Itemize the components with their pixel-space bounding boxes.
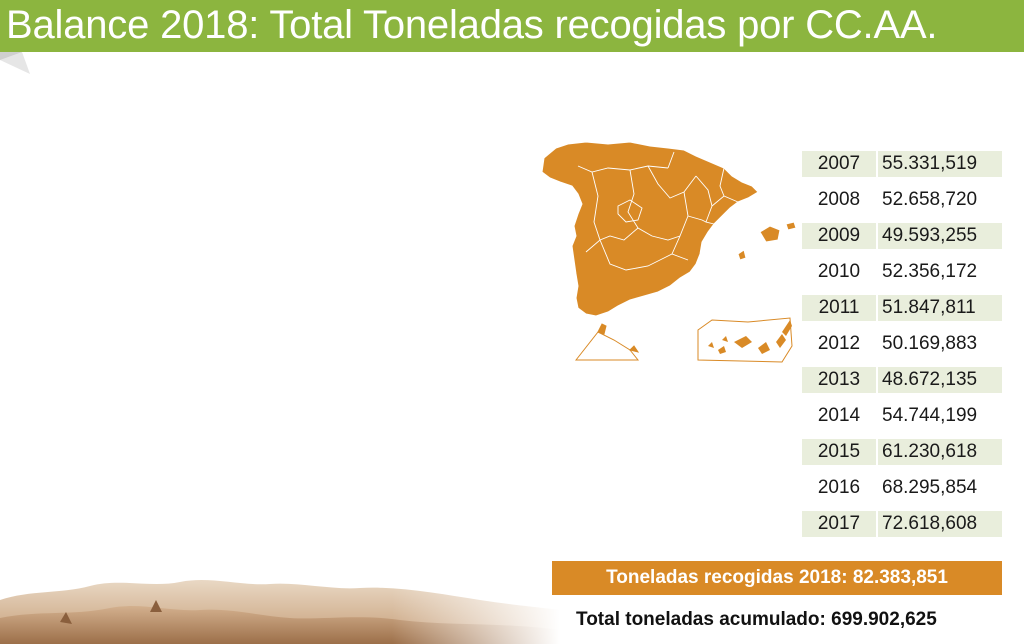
value-cell: 68.295,854 xyxy=(882,477,978,498)
year-cell: 2014 xyxy=(817,405,861,426)
table-row: 2015 61.230,618 xyxy=(800,436,1002,472)
year-cell: 2007 xyxy=(802,151,876,177)
landscape-photo xyxy=(0,560,560,644)
year-cell: 2013 xyxy=(802,367,876,393)
value-cell: 54.744,199 xyxy=(882,405,978,426)
balearic-menorca xyxy=(785,221,797,231)
balearic-mallorca xyxy=(759,225,781,243)
cumulative-label: Total toneladas acumulado: xyxy=(576,609,826,630)
summary-label: Toneladas recogidas 2018: xyxy=(606,567,848,588)
canary-islands-inset xyxy=(697,317,793,363)
year-cell: 2017 xyxy=(802,511,876,537)
balearic-ibiza xyxy=(737,249,747,261)
mainland-shape xyxy=(541,141,759,317)
year-cell: 2016 xyxy=(817,477,861,498)
year-cell: 2008 xyxy=(817,189,861,210)
table-row: 2007 55.331,519 xyxy=(800,148,1002,184)
table-row: 2011 51.847,811 xyxy=(800,292,1002,328)
cumulative-value: 699.902,625 xyxy=(831,609,937,630)
value-cell: 50.169,883 xyxy=(882,333,978,354)
table-row: 2013 48.672,135 xyxy=(800,364,1002,400)
year-cell: 2012 xyxy=(817,333,861,354)
table-row: 2016 68.295,854 xyxy=(800,472,1002,508)
spain-map xyxy=(541,141,797,363)
summary-value: 82.383,851 xyxy=(852,567,948,588)
year-cell: 2010 xyxy=(817,261,861,282)
summary-2018-bar: Toneladas recogidas 2018: 82.383,851 xyxy=(552,561,1002,595)
year-cell: 2011 xyxy=(802,295,876,321)
ceuta-melilla-inset xyxy=(574,323,640,361)
value-cell: 52.356,172 xyxy=(882,261,978,282)
title-bar: Balance 2018: Total Toneladas recogidas … xyxy=(0,0,1024,52)
table-row: 2010 52.356,172 xyxy=(800,256,1002,292)
value-cell: 52.658,720 xyxy=(882,189,978,210)
value-cell: 51.847,811 xyxy=(878,295,1002,321)
table-row: 2008 52.658,720 xyxy=(800,184,1002,220)
table-row: 2014 54.744,199 xyxy=(800,400,1002,436)
cumulative-total: Total toneladas acumulado: 699.902,625 xyxy=(576,606,1006,634)
value-cell: 49.593,255 xyxy=(878,223,1002,249)
table-row: 2017 72.618,608 xyxy=(800,508,1002,544)
year-cell: 2015 xyxy=(802,439,876,465)
value-cell: 48.672,135 xyxy=(878,367,1002,393)
value-cell: 55.331,519 xyxy=(878,151,1002,177)
table-row: 2012 50.169,883 xyxy=(800,328,1002,364)
yearly-totals-table: 2007 55.331,519 2008 52.658,720 2009 49.… xyxy=(800,148,1004,544)
value-cell: 72.618,608 xyxy=(878,511,1002,537)
year-cell: 2009 xyxy=(802,223,876,249)
value-cell: 61.230,618 xyxy=(878,439,1002,465)
title-bar-fold xyxy=(0,52,30,74)
page-title: Balance 2018: Total Toneladas recogidas … xyxy=(6,3,938,47)
table-row: 2009 49.593,255 xyxy=(800,220,1002,256)
